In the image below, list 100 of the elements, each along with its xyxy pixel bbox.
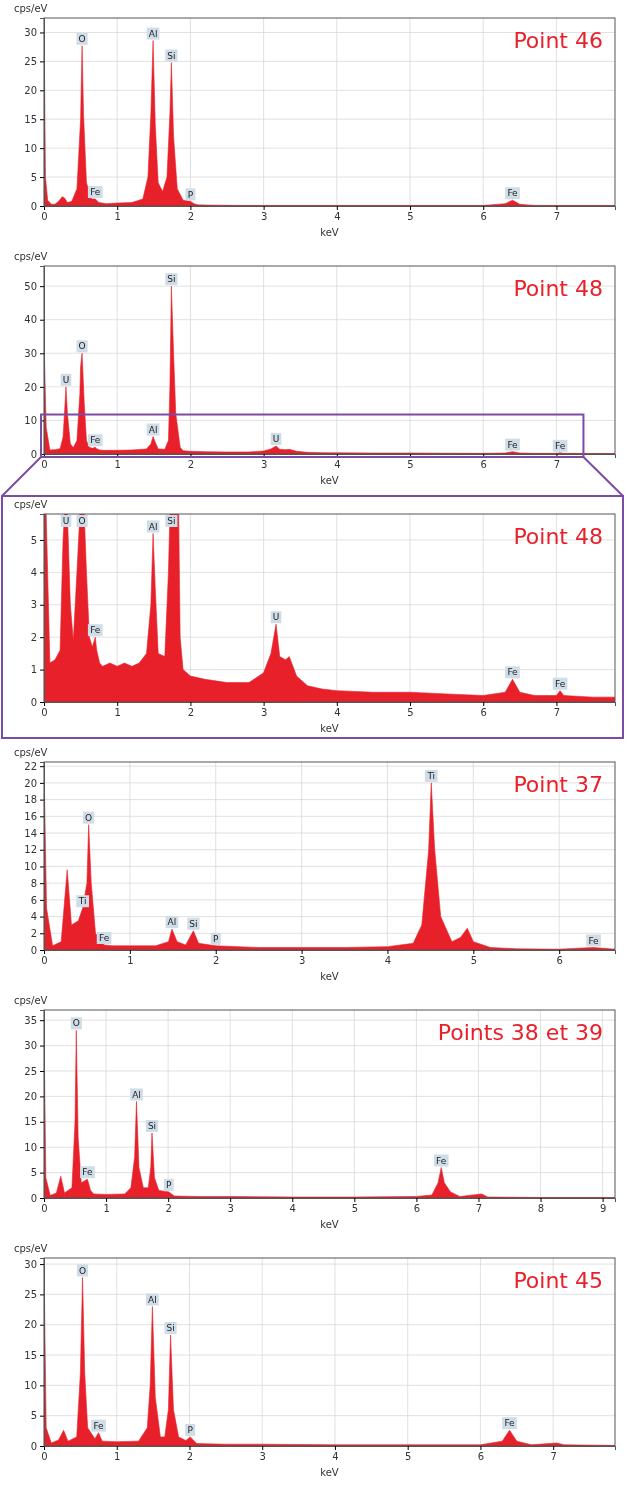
x-tick-label: 4 xyxy=(332,1451,339,1463)
text: Point 45 xyxy=(513,1268,603,1293)
annotation: U xyxy=(62,375,70,386)
x-tick-label: 6 xyxy=(480,459,487,471)
y-tick-label: 14 xyxy=(24,827,37,839)
y-tick-label: 0 xyxy=(30,696,37,708)
x-tick-label: 1 xyxy=(114,1451,121,1463)
x-tick-label: 7 xyxy=(553,707,561,719)
y-tick-label: 0 xyxy=(30,200,37,212)
y-tick-label: 35 xyxy=(24,1014,37,1026)
x-tick-label: 4 xyxy=(334,211,341,223)
annotation: Fe xyxy=(507,667,519,678)
x-tick-label: 3 xyxy=(227,1203,234,1215)
x-tick-label: 1 xyxy=(103,1203,110,1215)
annotation: Fe xyxy=(90,435,101,446)
annotation: Si xyxy=(167,50,176,61)
text: Points 38 et 39 xyxy=(437,1020,603,1045)
annotation: Si xyxy=(167,274,176,285)
x-tick-label: 6 xyxy=(480,211,487,223)
y-tick-label: 20 xyxy=(24,1091,37,1103)
y-tick-label: 8 xyxy=(30,877,37,889)
annotation: Al xyxy=(148,424,158,435)
x-tick-label: 5 xyxy=(405,1451,412,1463)
y-tick-label: 5 xyxy=(30,534,37,546)
annotation: Al xyxy=(148,1294,157,1305)
annotation: Ti xyxy=(77,896,87,907)
y-tick-label: 2 xyxy=(30,631,37,643)
y-tick-label: 20 xyxy=(24,777,37,789)
x-tick-label: 6 xyxy=(477,1451,485,1463)
x-tick-label: 3 xyxy=(260,459,268,471)
y-tick-label: 50 xyxy=(24,280,37,292)
y-tick-label: 2 xyxy=(30,927,37,939)
annotation: U xyxy=(272,434,280,445)
annotation: Fe xyxy=(82,1167,94,1178)
y-tick-label: 40 xyxy=(24,314,37,326)
x-tick-label: 4 xyxy=(289,1203,296,1215)
x-tick-label: 0 xyxy=(41,1451,48,1463)
x-tick-label: 1 xyxy=(114,707,121,719)
annotation: P xyxy=(187,1425,194,1436)
y-tick-label: 18 xyxy=(24,794,37,806)
x-tick-label: 5 xyxy=(407,211,414,223)
x-axis-title: keV xyxy=(320,1467,339,1478)
x-tick-label: 7 xyxy=(553,211,561,223)
x-axis-title: keV xyxy=(320,227,339,238)
y-tick-label: 25 xyxy=(24,56,37,68)
annotation: O xyxy=(79,1265,87,1276)
text: Point 37 xyxy=(513,772,603,797)
y-tick-label: 10 xyxy=(24,415,37,427)
annotation: Fe xyxy=(90,625,101,636)
annotation: O xyxy=(78,33,86,44)
x-tick-label: 2 xyxy=(187,707,195,719)
annotation: P xyxy=(166,1180,173,1191)
y-tick-label: 15 xyxy=(24,113,37,125)
y-tick-label: 0 xyxy=(30,944,37,956)
x-tick-label: 7 xyxy=(475,1203,483,1215)
x-tick-label: 0 xyxy=(41,707,48,719)
annotation: O xyxy=(78,341,86,352)
y-tick-label: 5 xyxy=(30,1167,37,1179)
y-tick-label: 4 xyxy=(30,911,37,923)
x-tick-label: 3 xyxy=(260,707,268,719)
annotation: Si xyxy=(167,516,176,527)
annotation: Al xyxy=(148,28,158,39)
x-tick-label: 0 xyxy=(41,955,48,967)
x-tick-label: 8 xyxy=(537,1203,545,1215)
y-tick-label: 10 xyxy=(24,1380,37,1392)
annotation: Fe xyxy=(98,933,110,944)
x-tick-label: 0 xyxy=(41,1203,48,1215)
annotation: Al xyxy=(167,917,177,928)
annotation: U xyxy=(62,516,70,527)
x-tick-label: 4 xyxy=(334,459,341,471)
x-tick-label: 2 xyxy=(213,955,220,967)
y-tick-label: 30 xyxy=(24,27,37,39)
x-tick-label: 5 xyxy=(351,1203,359,1215)
x-tick-label: 2 xyxy=(186,1451,194,1463)
x-tick-label: 7 xyxy=(553,459,561,471)
x-tick-label: 2 xyxy=(187,459,195,471)
annotation: Al xyxy=(132,1089,141,1100)
annotation: Fe xyxy=(436,1155,447,1166)
annotation: Si xyxy=(166,1323,175,1334)
x-tick-label: 0 xyxy=(41,211,48,223)
x-tick-label: 5 xyxy=(407,707,414,719)
y-tick-label: 30 xyxy=(24,1258,37,1270)
annotation: Fe xyxy=(554,440,566,451)
text: Point 46 xyxy=(513,28,603,53)
annotation: Si xyxy=(147,1121,157,1132)
x-axis-title: keV xyxy=(320,475,339,486)
x-tick-label: 5 xyxy=(407,459,414,471)
y-tick-label: 5 xyxy=(30,171,37,183)
annotation: Fe xyxy=(90,187,101,198)
x-tick-label: 9 xyxy=(599,1203,607,1215)
annotation: O xyxy=(72,1018,80,1029)
annotation: Si xyxy=(189,918,198,929)
y-tick-label: 10 xyxy=(24,861,37,873)
annotation: Fe xyxy=(507,439,519,450)
y-axis-title: cps/eV xyxy=(14,1243,48,1254)
annotation: Fe xyxy=(588,935,600,946)
x-tick-label: 6 xyxy=(480,707,487,719)
y-tick-label: 3 xyxy=(30,599,37,611)
x-tick-label: 0 xyxy=(41,459,48,471)
x-tick-label: 6 xyxy=(556,955,563,967)
